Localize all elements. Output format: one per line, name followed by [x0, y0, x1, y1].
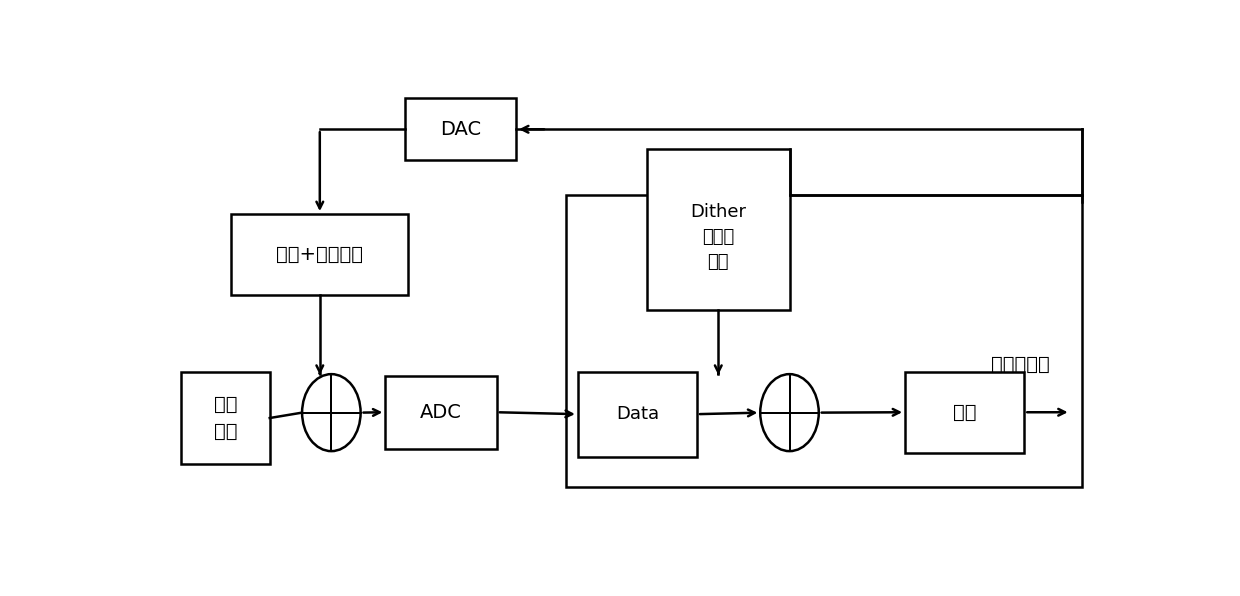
Bar [578, 372, 697, 457]
Bar [231, 214, 408, 295]
Text: Dither
噪声源
序列: Dither 噪声源 序列 [691, 203, 746, 271]
Text: ADC: ADC [420, 403, 463, 422]
Bar [386, 375, 497, 449]
Text: 处理: 处理 [952, 403, 976, 422]
Text: 运放+低通滤波: 运放+低通滤波 [277, 245, 363, 264]
Text: Data: Data [616, 405, 658, 423]
Ellipse shape [760, 374, 818, 451]
Ellipse shape [303, 374, 361, 451]
Bar [567, 195, 1083, 488]
Bar [905, 372, 1024, 453]
Text: 模拟
信号: 模拟 信号 [213, 395, 237, 441]
Bar [181, 372, 270, 464]
Text: DAC: DAC [440, 120, 481, 139]
Bar [404, 98, 516, 160]
Bar [647, 148, 790, 311]
Text: 数字处理器: 数字处理器 [991, 355, 1050, 374]
